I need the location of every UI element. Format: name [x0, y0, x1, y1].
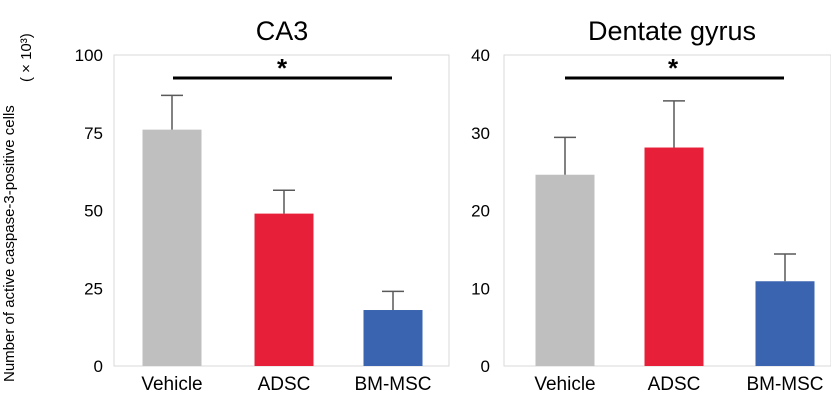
y-tick-label: 0 — [94, 357, 103, 376]
y-tick-label: 25 — [84, 279, 103, 298]
bars — [536, 148, 815, 366]
y-axis-label: Number of active caspase-3-positive cell… — [1, 33, 35, 382]
y-tick-label: 75 — [84, 124, 103, 143]
x-tick-label: Vehicle — [534, 374, 595, 395]
x-tick-labels: Vehicle ADSC BM-MSC — [534, 374, 823, 395]
x-tick-label: Vehicle — [141, 374, 202, 395]
chart-dentate-gyrus: Dentate gyrus 0 10 20 30 40 * Vehicle ADSC BM-… — [471, 16, 831, 395]
x-tick-label: BM-MSC — [354, 374, 431, 395]
y-tick-label: 30 — [471, 124, 490, 143]
significance-marker: * — [277, 53, 288, 83]
x-tick-label: BM-MSC — [746, 374, 823, 395]
y-tick-labels: 0 25 50 75 100 — [75, 46, 103, 376]
bar-bm-msc — [756, 281, 815, 366]
x-tick-labels: Vehicle ADSC BM-MSC — [141, 374, 431, 395]
bar-vehicle — [536, 175, 595, 366]
x-tick-label: ADSC — [648, 374, 701, 395]
y-tick-label: 100 — [75, 46, 103, 65]
significance-marker: * — [668, 53, 679, 83]
y-tick-label: 40 — [471, 46, 490, 65]
bar-vehicle — [143, 130, 202, 366]
bar-adsc — [645, 148, 704, 366]
chart-title: Dentate gyrus — [588, 16, 756, 46]
y-axis-label-line2: ( × 10³) — [18, 33, 35, 82]
bars — [143, 130, 423, 366]
y-tick-labels: 0 10 20 30 40 — [471, 46, 490, 376]
y-tick-label: 0 — [481, 357, 490, 376]
chart-title: CA3 — [256, 16, 309, 46]
bar-adsc — [255, 214, 314, 366]
y-axis-label-line1: Number of active caspase-3-positive cell… — [1, 105, 18, 382]
x-tick-label: ADSC — [258, 374, 311, 395]
bar-bm-msc — [364, 310, 423, 366]
y-tick-label: 50 — [84, 202, 103, 221]
chart-ca3: CA3 0 25 50 75 100 * Vehicle ADSC BM-MSC — [75, 16, 449, 395]
y-tick-label: 20 — [471, 202, 490, 221]
y-tick-label: 10 — [471, 279, 490, 298]
